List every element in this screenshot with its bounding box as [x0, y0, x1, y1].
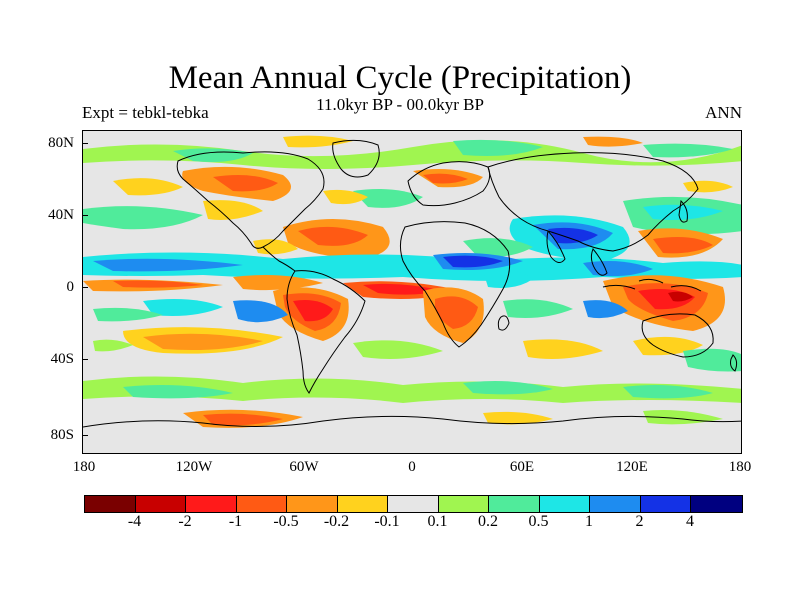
plot-subtitle: 11.0kyr BP - 00.0kyr BP [316, 95, 484, 114]
map-canvas [83, 131, 741, 453]
lat-label-80n: 80N [48, 135, 74, 151]
season-label: ANN [705, 103, 742, 122]
colorbar-label: 2 [635, 513, 644, 530]
colorbar-label: -0.5 [273, 513, 299, 530]
lon-label-180w: 180 [72, 459, 96, 475]
lon-label-0: 0 [408, 459, 416, 475]
lat-label-0: 0 [66, 279, 75, 295]
lat-tick-40s [82, 359, 88, 360]
lon-label-180e: 180 [728, 459, 752, 475]
colorbar-swatch [85, 496, 136, 512]
colorbar-swatch [590, 496, 641, 512]
colorbar-label: 0.1 [427, 513, 448, 530]
lat-tick-80s [82, 435, 88, 436]
colorbar-label: 0.5 [528, 513, 549, 530]
lat-label-40n: 40N [48, 207, 74, 223]
colorbar-swatch [186, 496, 237, 512]
colorbar-swatch [236, 496, 287, 512]
colorbar-label: 1 [585, 513, 593, 530]
colorbar-swatch [539, 496, 590, 512]
colorbar-label: -4 [127, 513, 142, 530]
experiment-label: Expt = tebkl-tebka [82, 103, 209, 122]
colorbar-label: 4 [686, 513, 694, 530]
colorbar-swatch [489, 496, 540, 512]
lat-label-80s: 80S [50, 427, 74, 443]
colorbar-label: -0.2 [323, 513, 350, 530]
colorbar-swatch [640, 496, 691, 512]
colorbar-swatch [337, 496, 388, 512]
precipitation-map [82, 130, 742, 454]
colorbar-swatch [438, 496, 489, 512]
lat-label-40s: 40S [50, 351, 74, 367]
colorbar-label: -2 [178, 513, 192, 530]
lat-tick-80n [82, 143, 88, 144]
colorbar-label: -1 [228, 513, 243, 530]
lon-label-60w: 60W [289, 459, 319, 475]
colorbar-swatch [135, 496, 186, 512]
plot-title: Mean Annual Cycle (Precipitation) [168, 60, 632, 96]
colorbar-label: -0.1 [374, 513, 400, 530]
lat-tick-40n [82, 215, 88, 216]
colorbar-label: 0.2 [478, 513, 498, 530]
lon-label-120w: 120W [175, 459, 213, 475]
lon-label-60e: 60E [509, 459, 535, 475]
colorbar-swatch [691, 496, 742, 512]
colorbar-swatch [287, 496, 338, 512]
anomaly-field [83, 135, 741, 428]
colorbar-swatch [388, 496, 439, 512]
lat-tick-0 [82, 287, 88, 288]
lon-label-120e: 120E [616, 459, 648, 475]
colorbar [84, 495, 743, 513]
coastlines [83, 139, 741, 428]
